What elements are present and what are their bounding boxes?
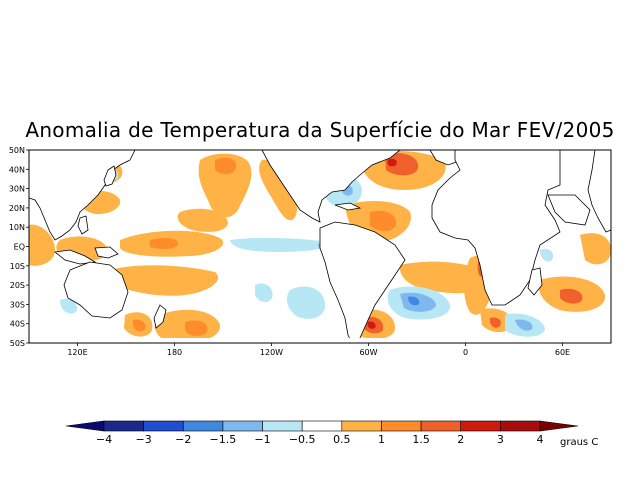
new-zealand-coastline — [153, 304, 167, 329]
lat-label: 40S — [10, 320, 25, 329]
japan-coastline — [103, 165, 117, 187]
warm-anomaly-west-pacific-core — [150, 237, 179, 250]
new-guinea-coastline — [94, 246, 119, 259]
warm-anomaly-central-pacific — [177, 208, 228, 232]
colorbar-label: −0.5 — [289, 433, 316, 446]
colorbar-label: −4 — [96, 433, 112, 446]
colorbar-label: 3 — [497, 433, 504, 446]
colorbar-segment — [143, 420, 184, 432]
cold-anomaly-west-indian — [540, 248, 554, 262]
warm-anomaly-tasman-core — [132, 319, 146, 332]
lon-label: 60E — [555, 348, 570, 357]
warm-anomaly-north-pacific — [198, 153, 252, 218]
warm-anomaly-tropical-atlantic-core — [370, 210, 397, 232]
colorbar-min-arrow — [65, 420, 105, 432]
cold-anomaly-south-atlantic-core — [408, 296, 420, 306]
lat-label: 30S — [10, 300, 25, 309]
continents — [29, 150, 611, 343]
colorbar-segment — [262, 420, 303, 432]
warm-anomaly-sw-atlantic-peak — [367, 321, 376, 329]
colorbar-max-arrow — [539, 420, 579, 432]
colorbar-label: −2 — [175, 433, 191, 446]
europe-africa-coastline — [431, 150, 561, 306]
colorbar-segment — [420, 420, 462, 432]
colorbar-label: 1 — [378, 433, 385, 446]
cold-anomaly-tasman-south — [60, 299, 78, 314]
lat-label: 30N — [9, 185, 25, 194]
india-coastline — [587, 150, 611, 233]
lat-label: 50S — [10, 339, 25, 348]
warm-anomaly-east-indian — [580, 233, 611, 265]
indonesia-coastline — [54, 249, 97, 265]
colorbar-label: 0.5 — [333, 433, 351, 446]
warm-anomaly-ne-pacific — [259, 159, 298, 221]
lon-label: 120E — [67, 348, 87, 357]
lat-label: 50N — [9, 146, 25, 155]
colorbar: −4 −3 −2 −1.5 −1 −0.5 0.5 1 1.5 2 3 4 graus C — [65, 420, 598, 448]
map-title: Anomalia de Temperatura da Superfície do… — [25, 118, 615, 142]
north-america-coastline — [261, 150, 401, 223]
warm-anomaly-north-pacific-core — [215, 157, 237, 175]
colorbar-segment — [500, 420, 541, 432]
lon-label: 120W — [260, 348, 283, 357]
colorbar-segment — [103, 420, 144, 432]
colorbar-label: −3 — [136, 433, 152, 446]
cold-anomaly-eq-pacific — [230, 237, 331, 252]
latitude-axis: 50N 40N 30N 20N 10N EQ 10S 20S 30S 40S 50S — [9, 146, 29, 348]
philippines-coastline — [77, 215, 89, 235]
madagascar-coastline — [527, 267, 543, 296]
colorbar-segment — [341, 420, 382, 432]
warm-anomaly-north-atlantic-core — [385, 153, 419, 176]
lon-label: 180 — [167, 348, 182, 357]
australia-coastline — [63, 261, 129, 319]
warm-anomaly-south-pacific-core — [185, 320, 208, 336]
colorbar-label: −1.5 — [210, 433, 237, 446]
cold-anomaly-sw-indian-core — [515, 319, 533, 331]
longitude-axis: 120E 180 120W 60W 0 60E — [67, 343, 570, 357]
lon-label: 0 — [463, 348, 468, 357]
colorbar-segment — [301, 420, 343, 432]
colorbar-label: 1.5 — [412, 433, 430, 446]
colorbar-label: −1 — [254, 433, 270, 446]
warm-anomaly-indian-ocean-west — [29, 224, 55, 266]
colorbar-units: graus C — [560, 437, 598, 448]
lat-label: EQ — [14, 243, 25, 252]
lat-label: 10N — [9, 223, 25, 232]
warm-anomaly-north-atlantic-peak — [387, 158, 397, 167]
warm-anomaly-south-indian-core — [560, 288, 583, 304]
colorbar-label: 2 — [457, 433, 464, 446]
cold-anomaly-south-pacific-east — [255, 283, 273, 302]
south-america-coastline — [319, 221, 406, 343]
colorbar-segment — [460, 420, 501, 432]
colorbar-label: 4 — [537, 433, 544, 446]
lat-label: 40N — [9, 165, 25, 174]
lat-label: 20S — [10, 281, 25, 290]
antarctica-peninsula — [29, 338, 611, 343]
colorbar-segment — [222, 420, 263, 432]
lat-label: 20N — [9, 204, 25, 213]
colorbar-segment — [381, 420, 422, 432]
lat-label: 10S — [10, 262, 25, 271]
lon-label: 60W — [359, 348, 377, 357]
warm-anomaly-south-pacific — [110, 265, 219, 296]
cold-anomaly-se-pacific — [286, 286, 325, 319]
colorbar-segment — [182, 420, 224, 432]
arabia-coastline — [547, 194, 591, 226]
warm-anomaly-agulhas-core — [489, 317, 501, 328]
cuba-coastline — [334, 202, 362, 211]
